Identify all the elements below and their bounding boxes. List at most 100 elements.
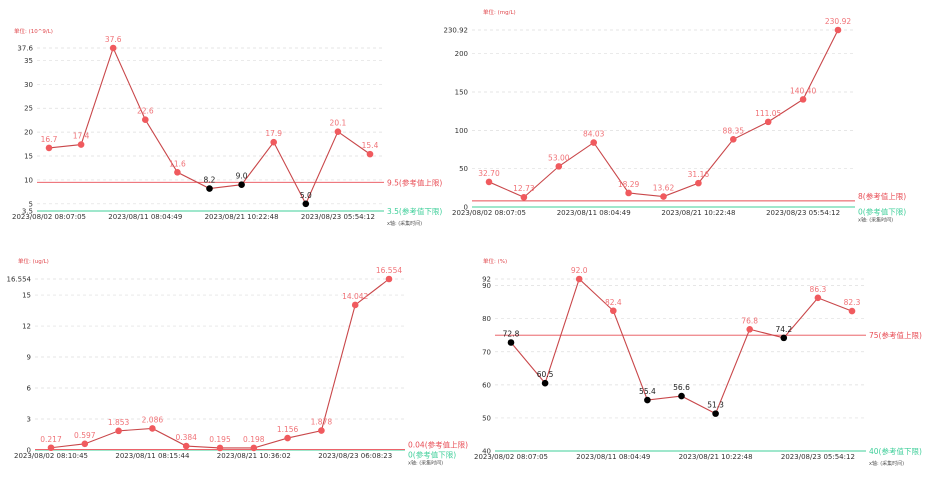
data-point	[238, 181, 245, 189]
y-tick-label: 90	[482, 282, 491, 290]
data-point	[366, 150, 374, 158]
data-label: 20.1	[330, 119, 347, 128]
y-tick-label: 20	[24, 129, 33, 137]
y-tick-label: 37.6	[17, 45, 33, 53]
data-label: 72.8	[503, 330, 520, 339]
x-axis-name: x轴: (采集时间)	[858, 217, 893, 224]
data-point	[678, 392, 685, 400]
y-tick-label: 16.554	[7, 276, 32, 284]
data-label: 76.8	[741, 316, 758, 325]
data-point	[746, 325, 753, 333]
data-label: 0.198	[243, 435, 265, 444]
data-label: 55.4	[639, 387, 656, 396]
x-tick-label: 2023/08/02 08:07:05	[474, 453, 548, 461]
x-tick-label: 2023/08/11 08:04:49	[576, 453, 650, 461]
unit-label: 单位: (10^9/L)	[14, 27, 53, 35]
y-tick-label: 60	[482, 381, 491, 389]
data-point	[610, 307, 617, 315]
data-point	[520, 193, 528, 201]
y-tick-label: 12	[22, 323, 31, 331]
x-tick-label: 2023/08/23 05:54:12	[301, 213, 375, 221]
data-label: 140.40	[790, 86, 816, 95]
data-label: 74.2	[775, 325, 792, 334]
upper-reference-label: 8(参考值上限)	[858, 191, 906, 201]
series-line	[488, 29, 839, 198]
y-tick-label: 92	[482, 276, 491, 284]
data-label: 18.29	[618, 180, 640, 189]
chart-2: 单位: (mg/L) 0 50 100 150 200 230.92 0(参考值下限) 8(参考…	[444, 8, 907, 224]
data-point	[302, 200, 310, 208]
x-axis-name: x轴: (采集时间)	[408, 460, 443, 467]
data-label: 22.6	[137, 107, 154, 116]
data-point	[351, 301, 359, 309]
x-tick-label: 2023/08/21 10:22:48	[679, 453, 753, 461]
data-point	[81, 440, 89, 448]
y-tick-label: 15	[24, 153, 33, 161]
data-label: 1.156	[277, 425, 299, 434]
y-tick-label: 25	[24, 105, 33, 113]
data-point	[848, 307, 856, 315]
x-tick-label: 2023/08/21 10:36:02	[217, 452, 291, 460]
data-point	[660, 193, 667, 200]
data-point	[318, 427, 325, 434]
data-point	[216, 444, 224, 452]
data-point	[555, 163, 563, 170]
data-point	[115, 427, 122, 435]
data-label: 14.042	[342, 292, 368, 301]
data-label: 111.05	[755, 109, 781, 118]
data-point	[764, 118, 772, 126]
data-label: 5.0	[300, 191, 312, 200]
data-label: 16.7	[41, 135, 58, 144]
data-label: 82.4	[605, 298, 622, 307]
x-axis-name: x轴: (采集时间)	[869, 460, 904, 467]
lower-reference-label: 0(参考值下限)	[858, 207, 906, 217]
data-label: 1.878	[311, 418, 333, 427]
data-point	[644, 396, 651, 404]
x-tick-label: 2023/08/21 10:22:48	[661, 209, 735, 217]
y-tick-label: 6	[27, 385, 32, 393]
y-tick-label: 3.5	[22, 208, 33, 216]
data-label: 51.3	[707, 401, 724, 410]
y-tick-label: 80	[482, 315, 491, 323]
data-label: 60.5	[537, 370, 554, 379]
data-label: 13.62	[653, 184, 675, 193]
data-point	[575, 275, 583, 283]
x-axis-name: x轴: (采集时间)	[387, 220, 422, 227]
data-point	[590, 139, 597, 146]
y-tick-label: 40	[482, 448, 491, 456]
data-point	[182, 442, 190, 450]
data-point	[47, 444, 55, 452]
unit-label: 单位: (ug/L)	[18, 257, 49, 265]
x-tick-label: 2023/08/02 08:07:05	[452, 209, 526, 217]
x-tick-label: 2023/08/21 10:22:48	[205, 213, 279, 221]
y-tick-label: 3	[27, 416, 31, 424]
data-label: 17.4	[73, 132, 90, 141]
data-label: 8.2	[204, 176, 216, 185]
data-label: 92.0	[571, 266, 588, 275]
data-label: 9.0	[236, 172, 248, 181]
data-point	[77, 141, 85, 148]
y-tick-label: 0	[27, 447, 31, 455]
x-tick-label: 2023/08/11 08:15:44	[115, 452, 190, 460]
data-point	[695, 179, 702, 187]
data-label: 17.9	[265, 129, 282, 138]
y-tick-label: 50	[459, 165, 468, 173]
data-point	[284, 434, 291, 442]
x-tick-label: 2023/08/02 08:10:45	[14, 452, 88, 460]
upper-reference-label: 0.04(参考值上限)	[408, 440, 468, 450]
chart-1: 单位: (10^9/L) 3.55 10 15 20 25 30 35 37.6 3.5(参考值下…	[12, 27, 442, 227]
data-point	[485, 178, 493, 186]
data-label: 0.195	[209, 435, 231, 444]
y-tick-label: 15	[22, 292, 31, 300]
lower-reference-label: 3.5(参考值下限)	[387, 206, 442, 216]
data-point	[270, 138, 278, 146]
y-tick-label: 200	[455, 50, 468, 58]
data-label: 12.73	[513, 184, 535, 193]
data-label: 0.597	[74, 431, 96, 440]
y-tick-label: 150	[455, 89, 468, 97]
data-label: 1.853	[108, 418, 130, 427]
data-label: 230.92	[825, 17, 851, 26]
data-point	[712, 410, 719, 417]
y-tick-label: 35	[24, 57, 33, 65]
x-tick-label: 2023/08/11 08:04:49	[557, 209, 631, 217]
